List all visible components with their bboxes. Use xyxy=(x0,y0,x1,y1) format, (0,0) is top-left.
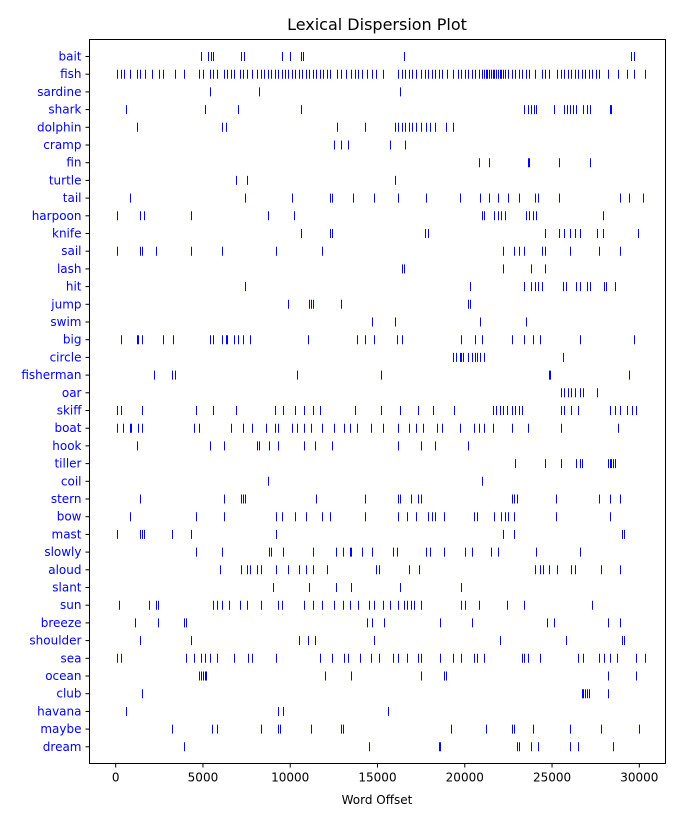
word-label-fish: fish xyxy=(60,67,81,81)
word-label-lash: lash xyxy=(57,262,82,276)
x-axis-ticks: 0 5000 10000 15000 20000 25000 30000 xyxy=(112,763,658,785)
word-label-sardine: sardine xyxy=(37,85,81,99)
word-label-breeze: breeze xyxy=(41,616,82,630)
word-label-aloud: aloud xyxy=(48,563,81,577)
x-tick-label: 20000 xyxy=(446,771,484,785)
word-label-hook: hook xyxy=(52,439,81,453)
word-label-mast: mast xyxy=(52,527,82,541)
word-label-skiff: skiff xyxy=(57,404,83,418)
occurrence-marks xyxy=(117,52,646,752)
word-label-circle: circle xyxy=(50,350,82,364)
word-label-harpoon: harpoon xyxy=(32,209,82,223)
chart-title: Lexical Dispersion Plot xyxy=(287,15,467,34)
word-label-slant: slant xyxy=(52,581,82,595)
word-label-sail: sail xyxy=(61,244,81,258)
x-tick-label: 10000 xyxy=(271,771,309,785)
word-label-turtle: turtle xyxy=(49,173,82,187)
word-label-shoulder: shoulder xyxy=(29,634,81,648)
x-tick-label: 30000 xyxy=(620,771,658,785)
x-tick-label: 0 xyxy=(112,771,120,785)
x-tick-label: 15000 xyxy=(358,771,396,785)
word-label-tail: tail xyxy=(63,191,82,205)
word-label-dream: dream xyxy=(43,740,82,754)
word-label-big: big xyxy=(63,333,82,347)
word-label-fin: fin xyxy=(66,156,81,170)
word-label-sun: sun xyxy=(60,598,81,612)
word-label-maybe: maybe xyxy=(40,722,81,736)
word-label-coil: coil xyxy=(61,474,82,488)
word-label-ocean: ocean xyxy=(45,669,81,683)
word-label-swim: swim xyxy=(50,315,81,329)
word-label-hit: hit xyxy=(66,280,82,294)
word-label-stern: stern xyxy=(51,492,82,506)
word-label-havana: havana xyxy=(37,704,81,718)
x-tick-label: 5000 xyxy=(188,771,219,785)
x-axis-label: Word Offset xyxy=(342,793,413,807)
word-label-sea: sea xyxy=(61,651,82,665)
plot-area xyxy=(89,39,666,764)
word-label-tiller: tiller xyxy=(54,457,81,471)
word-label-slowly: slowly xyxy=(44,545,81,559)
word-label-bait: bait xyxy=(58,50,81,64)
word-labels: bait fish sardine shark dolphin cramp fin turtl… xyxy=(21,50,90,754)
word-label-boat: boat xyxy=(54,421,81,435)
word-label-dolphin: dolphin xyxy=(37,120,81,134)
word-label-club: club xyxy=(56,687,81,701)
word-label-fisherman: fisherman xyxy=(21,368,81,382)
word-label-knife: knife xyxy=(52,227,82,241)
word-label-shark: shark xyxy=(48,103,81,117)
word-label-jump: jump xyxy=(50,297,81,311)
word-label-cramp: cramp xyxy=(43,138,81,152)
word-label-bow: bow xyxy=(57,510,82,524)
x-tick-label: 25000 xyxy=(533,771,571,785)
word-label-oar: oar xyxy=(62,386,82,400)
